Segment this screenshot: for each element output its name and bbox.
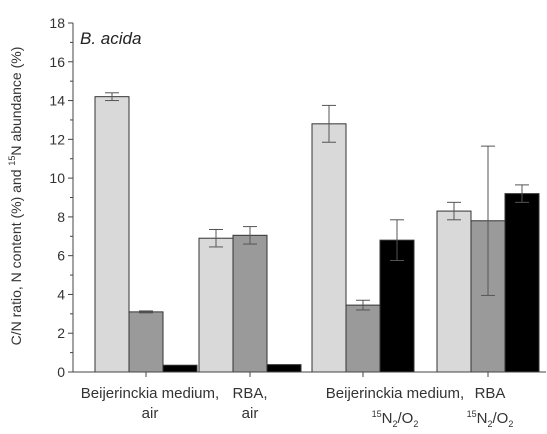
bar-s1-c2: [198, 237, 234, 373]
error-bar-s1-c1: [105, 92, 119, 102]
y-tick-label: 2: [57, 325, 65, 341]
error-bar-s2-c1: [139, 310, 153, 314]
y-tick-label: 18: [49, 15, 65, 31]
bar-s2-c1: [128, 311, 164, 373]
bar-s2-c2: [232, 234, 268, 373]
bar-s1-c4: [436, 210, 472, 373]
y-tick-label: 8: [57, 209, 65, 225]
error-bar-s3-c4: [515, 184, 529, 203]
y-tick-label: 10: [49, 170, 65, 186]
y-tick-label: 14: [49, 93, 65, 109]
bar-s1-c1: [94, 96, 130, 373]
error-bars-group: [105, 92, 529, 314]
error-bar-s1-c2: [209, 228, 223, 248]
bars-group: [94, 96, 540, 373]
error-bar-s1-c4: [447, 201, 461, 221]
svg-text:C/N ratio, N content (%) and 1: C/N ratio, N content (%) and 15N abundan…: [7, 47, 24, 346]
y-tick-label: 4: [57, 286, 65, 302]
bar-s3-c1: [162, 364, 198, 373]
y-tick-label: 16: [49, 54, 65, 70]
error-bar-s2-c3: [356, 299, 370, 311]
error-bar-s1-c3: [322, 104, 336, 143]
bar-s1-c3: [311, 123, 347, 373]
y-tick-label: 0: [57, 364, 65, 380]
bar-s3-c3: [379, 239, 415, 373]
category-label-2: RBA, air: [232, 385, 268, 422]
y-tick-label: 12: [49, 131, 65, 147]
category-label-4: RBA 15N2/O2: [466, 385, 514, 429]
chart-title: B. acida: [80, 29, 141, 48]
y-tick-label: 6: [57, 248, 65, 264]
bar-s2-c3: [345, 304, 381, 373]
axes-group: 0 2 4 6 8 10 12 14 16 18: [49, 15, 546, 380]
error-bar-s3-c3: [390, 219, 404, 262]
bar-s3-c2: [266, 364, 302, 373]
y-axis-title-prefix: C/N ratio, N content (%) and: [8, 166, 24, 346]
y-axis-title-suffix: N abundance (%): [8, 47, 24, 156]
category-label-1: Beijerinckia medium, air: [80, 385, 220, 422]
bar-s3-c4: [504, 193, 540, 373]
y-axis-title: C/N ratio, N content (%) and 15N abundan…: [2, 20, 32, 372]
error-bar-s2-c4: [481, 145, 495, 296]
error-bar-s2-c2: [243, 226, 257, 245]
y-axis-title-sup: 15: [7, 156, 17, 166]
category-label-3: Beijerinckia medium, 15N2/O2: [325, 385, 465, 429]
